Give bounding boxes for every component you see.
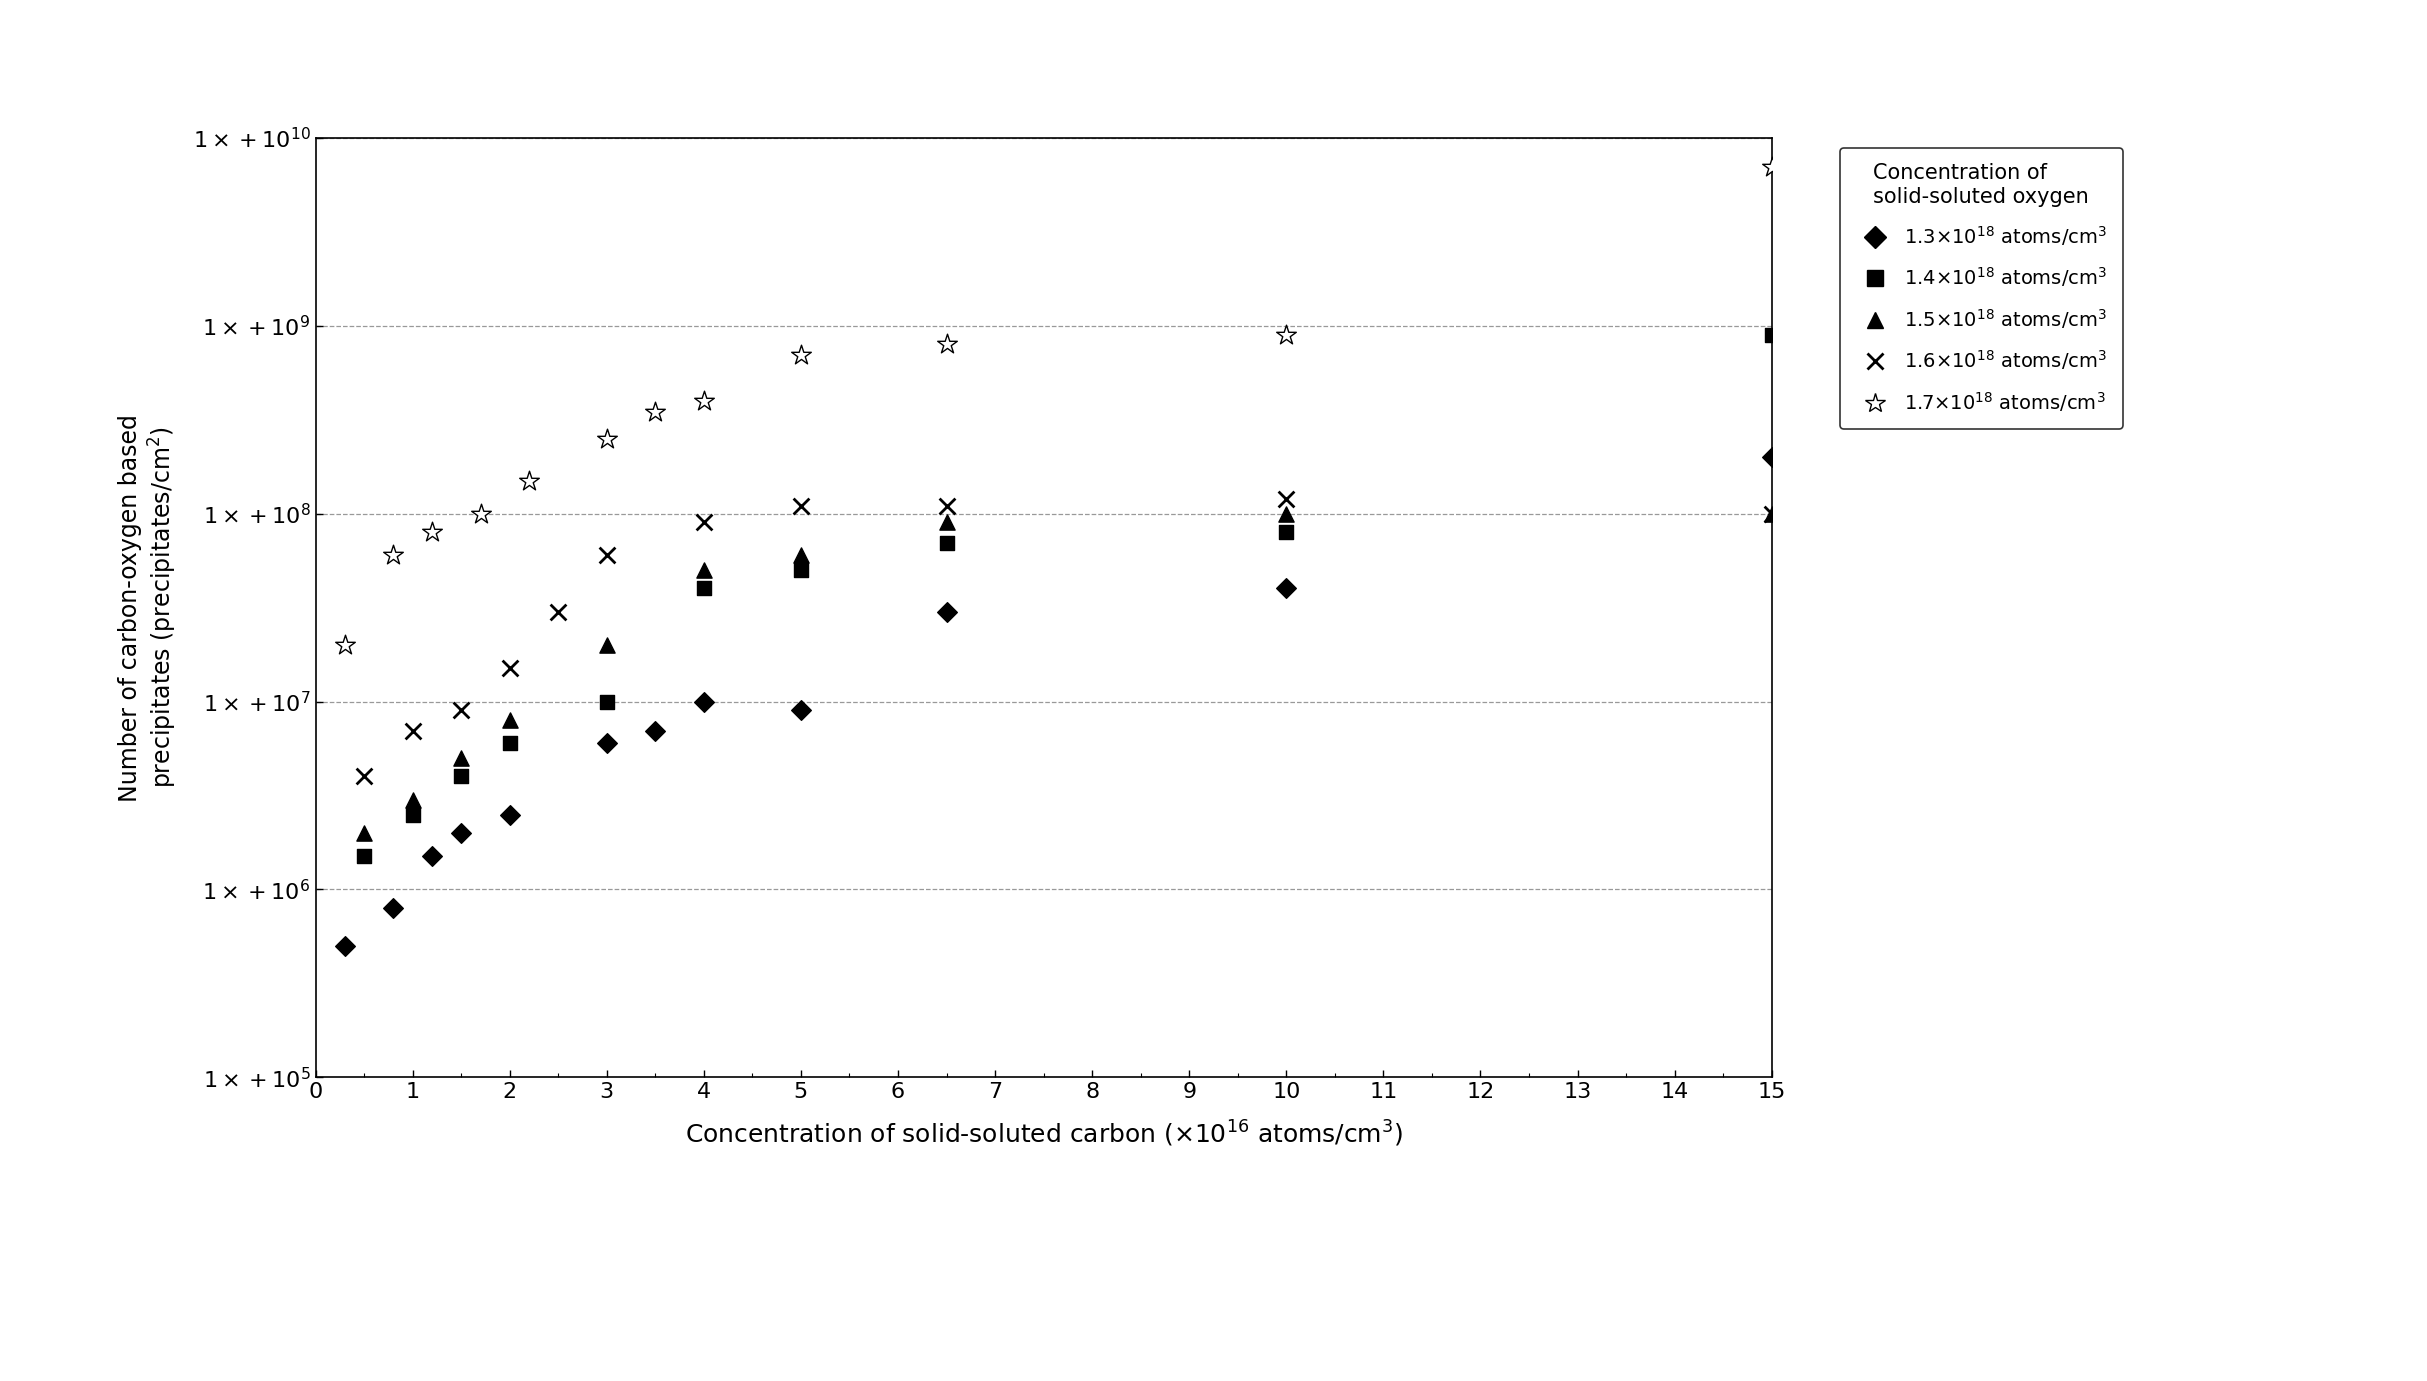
1.5×10$^{18}$ atoms/cm$^3$	[393, 789, 432, 811]
1.4×10$^{18}$ atoms/cm$^3$	[587, 690, 626, 713]
1.7×10$^{18}$ atoms/cm$^3$	[1752, 156, 1791, 178]
1.7×10$^{18}$ atoms/cm$^3$	[510, 470, 549, 492]
X-axis label: Concentration of solid-soluted carbon ($\times$10$^{16}$ atoms/cm$^3$): Concentration of solid-soluted carbon ($…	[684, 1119, 1403, 1149]
1.7×10$^{18}$ atoms/cm$^3$	[781, 344, 820, 366]
1.6×10$^{18}$ atoms/cm$^3$	[490, 657, 529, 679]
1.4×10$^{18}$ atoms/cm$^3$	[490, 732, 529, 754]
1.7×10$^{18}$ atoms/cm$^3$	[461, 503, 500, 525]
1.5×10$^{18}$ atoms/cm$^3$	[1752, 503, 1791, 525]
1.6×10$^{18}$ atoms/cm$^3$	[927, 494, 966, 516]
1.3×10$^{18}$ atoms/cm$^3$	[1267, 577, 1306, 599]
1.3×10$^{18}$ atoms/cm$^3$	[325, 935, 364, 957]
1.7×10$^{18}$ atoms/cm$^3$	[587, 428, 626, 450]
1.5×10$^{18}$ atoms/cm$^3$	[345, 822, 383, 844]
1.7×10$^{18}$ atoms/cm$^3$	[684, 389, 723, 412]
1.6×10$^{18}$ atoms/cm$^3$	[587, 544, 626, 566]
1.4×10$^{18}$ atoms/cm$^3$	[1267, 521, 1306, 543]
1.4×10$^{18}$ atoms/cm$^3$	[781, 559, 820, 581]
1.6×10$^{18}$ atoms/cm$^3$	[1752, 503, 1791, 525]
1.5×10$^{18}$ atoms/cm$^3$	[442, 747, 481, 769]
1.4×10$^{18}$ atoms/cm$^3$	[393, 804, 432, 826]
1.3×10$^{18}$ atoms/cm$^3$	[413, 845, 451, 867]
1.7×10$^{18}$ atoms/cm$^3$	[1267, 323, 1306, 345]
1.3×10$^{18}$ atoms/cm$^3$	[490, 804, 529, 826]
1.5×10$^{18}$ atoms/cm$^3$	[490, 708, 529, 731]
1.3×10$^{18}$ atoms/cm$^3$	[781, 699, 820, 721]
1.6×10$^{18}$ atoms/cm$^3$	[781, 494, 820, 516]
1.5×10$^{18}$ atoms/cm$^3$	[781, 544, 820, 566]
1.7×10$^{18}$ atoms/cm$^3$	[325, 634, 364, 656]
1.4×10$^{18}$ atoms/cm$^3$	[927, 532, 966, 554]
1.3×10$^{18}$ atoms/cm$^3$	[442, 822, 481, 844]
1.3×10$^{18}$ atoms/cm$^3$	[587, 732, 626, 754]
1.4×10$^{18}$ atoms/cm$^3$	[442, 765, 481, 787]
Legend: 1.3$\times$10$^{18}$ atoms/cm$^3$, 1.4$\times$10$^{18}$ atoms/cm$^3$, 1.5$\times: 1.3$\times$10$^{18}$ atoms/cm$^3$, 1.4$\…	[1840, 148, 2124, 429]
1.5×10$^{18}$ atoms/cm$^3$	[1267, 503, 1306, 525]
1.3×10$^{18}$ atoms/cm$^3$	[636, 720, 675, 742]
1.7×10$^{18}$ atoms/cm$^3$	[927, 333, 966, 355]
1.6×10$^{18}$ atoms/cm$^3$	[442, 699, 481, 721]
1.5×10$^{18}$ atoms/cm$^3$	[927, 511, 966, 533]
1.6×10$^{18}$ atoms/cm$^3$	[684, 511, 723, 533]
1.7×10$^{18}$ atoms/cm$^3$	[636, 400, 675, 423]
Y-axis label: Number of carbon-oxygen based
precipitates (precipitates/cm$^2$): Number of carbon-oxygen based precipitat…	[116, 414, 180, 801]
1.6×10$^{18}$ atoms/cm$^3$	[1267, 487, 1306, 510]
1.6×10$^{18}$ atoms/cm$^3$	[539, 601, 578, 623]
1.6×10$^{18}$ atoms/cm$^3$	[345, 765, 383, 787]
1.3×10$^{18}$ atoms/cm$^3$	[1752, 446, 1791, 468]
1.7×10$^{18}$ atoms/cm$^3$	[374, 544, 413, 566]
1.5×10$^{18}$ atoms/cm$^3$	[684, 559, 723, 581]
1.3×10$^{18}$ atoms/cm$^3$	[927, 601, 966, 623]
1.4×10$^{18}$ atoms/cm$^3$	[684, 577, 723, 599]
1.6×10$^{18}$ atoms/cm$^3$	[393, 720, 432, 742]
1.3×10$^{18}$ atoms/cm$^3$	[374, 896, 413, 918]
1.3×10$^{18}$ atoms/cm$^3$	[684, 690, 723, 713]
1.4×10$^{18}$ atoms/cm$^3$	[345, 845, 383, 867]
1.5×10$^{18}$ atoms/cm$^3$	[587, 634, 626, 656]
1.7×10$^{18}$ atoms/cm$^3$	[413, 521, 451, 543]
1.4×10$^{18}$ atoms/cm$^3$	[1752, 323, 1791, 345]
